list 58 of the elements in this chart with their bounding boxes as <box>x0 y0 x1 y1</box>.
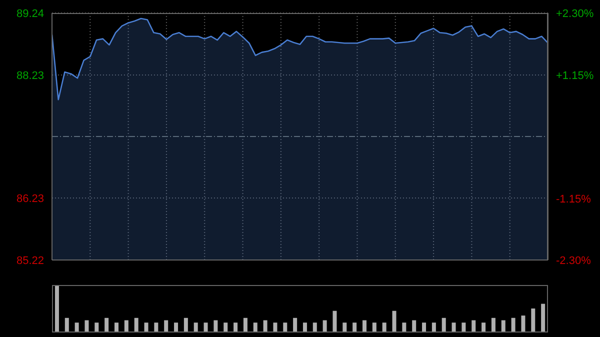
bar <box>74 322 79 332</box>
y2-tick-label: -2.30% <box>556 255 592 267</box>
bar <box>372 322 376 332</box>
bar <box>154 322 158 332</box>
bar <box>541 304 546 332</box>
bar <box>124 320 128 332</box>
bar <box>462 322 466 332</box>
y-tick-label: 86.23 <box>16 192 44 205</box>
bar <box>491 318 496 332</box>
bar <box>352 322 357 332</box>
bar <box>283 322 288 332</box>
bar <box>531 308 536 332</box>
bar <box>332 310 337 332</box>
bar <box>322 320 327 332</box>
bar <box>382 322 386 332</box>
bar <box>104 318 109 332</box>
bar <box>54 285 59 332</box>
bar <box>293 318 298 332</box>
bar <box>302 322 307 332</box>
bar <box>442 318 446 332</box>
bar <box>164 320 168 332</box>
bar <box>184 318 188 332</box>
bar <box>273 322 278 332</box>
bar <box>432 322 436 332</box>
bar <box>84 320 89 332</box>
bar <box>452 322 456 332</box>
bar <box>263 320 268 332</box>
bar <box>174 322 178 332</box>
bar <box>194 322 198 332</box>
bar <box>234 322 238 332</box>
y2-tick-label: +2.30% <box>556 8 594 20</box>
bar <box>243 318 248 332</box>
bar <box>472 320 476 332</box>
y-tick-label: 88.23 <box>16 70 44 82</box>
bar <box>224 322 228 332</box>
y2-tick-label: -1.15% <box>556 193 592 206</box>
bar <box>501 320 506 332</box>
y-tick-label: 85.22 <box>16 255 44 267</box>
bar <box>114 322 118 332</box>
y2-tick-label: +1.15% <box>556 70 594 82</box>
bar <box>412 320 416 332</box>
bar <box>94 322 99 332</box>
bar <box>214 320 218 332</box>
bar <box>312 322 317 332</box>
bar <box>64 318 69 332</box>
y-tick-label: 89.24 <box>16 8 44 20</box>
bar <box>521 316 526 332</box>
bar <box>402 322 406 332</box>
bar <box>362 320 366 332</box>
bar <box>422 322 426 332</box>
bar <box>511 318 516 332</box>
bar <box>482 322 486 332</box>
bar <box>144 322 148 332</box>
bar <box>392 310 396 332</box>
bar <box>253 322 258 332</box>
bar <box>204 322 208 332</box>
bar <box>342 322 347 332</box>
bar <box>134 318 138 332</box>
